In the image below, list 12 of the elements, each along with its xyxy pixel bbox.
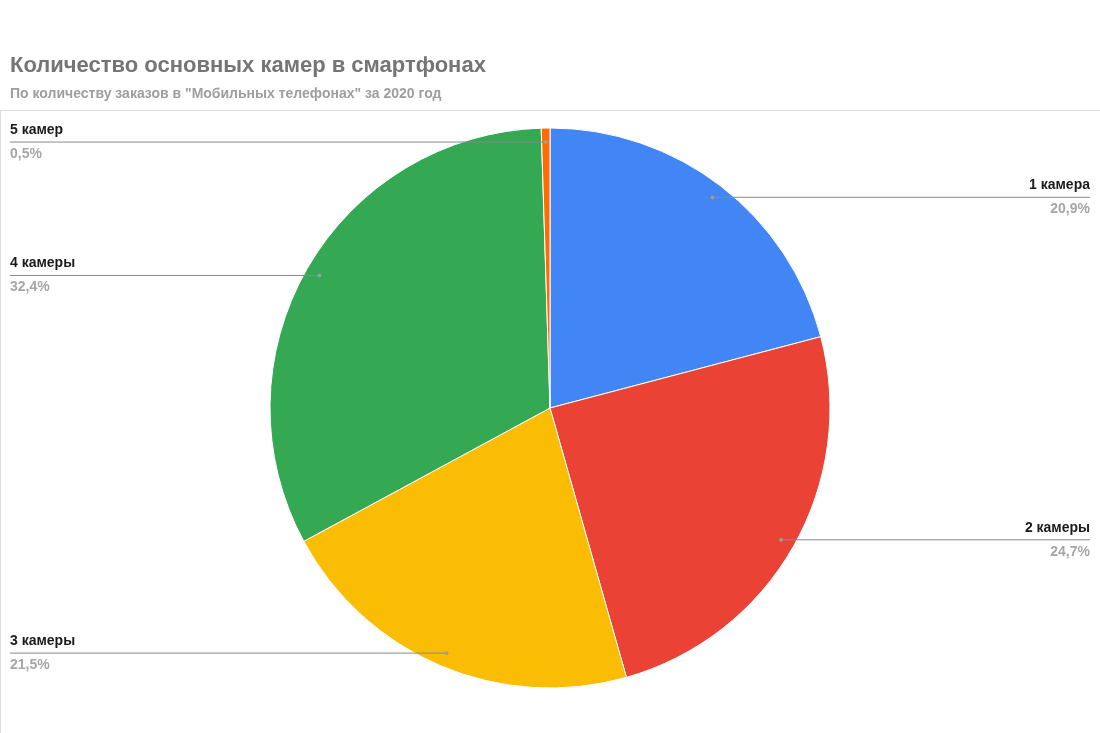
slice-label: 1 камера [1029,176,1091,193]
data-label: 21,5% [10,656,51,673]
data-label: 20,9% [1050,200,1091,217]
slice-label: 4 камеры [10,254,76,271]
data-label: 0,5% [10,145,43,162]
slice-label: 3 камеры [10,632,76,649]
slice-label: 5 камер [10,121,64,138]
data-label: 24,7% [1050,542,1091,559]
slice-label: 2 камеры [1024,518,1090,535]
data-label: 32,4% [10,278,51,295]
chart-subtitle: По количеству заказов в "Мобильных телефонах" за 2020 год [10,85,442,101]
chart-title: Количество основных камер в смартфонах [10,52,487,77]
